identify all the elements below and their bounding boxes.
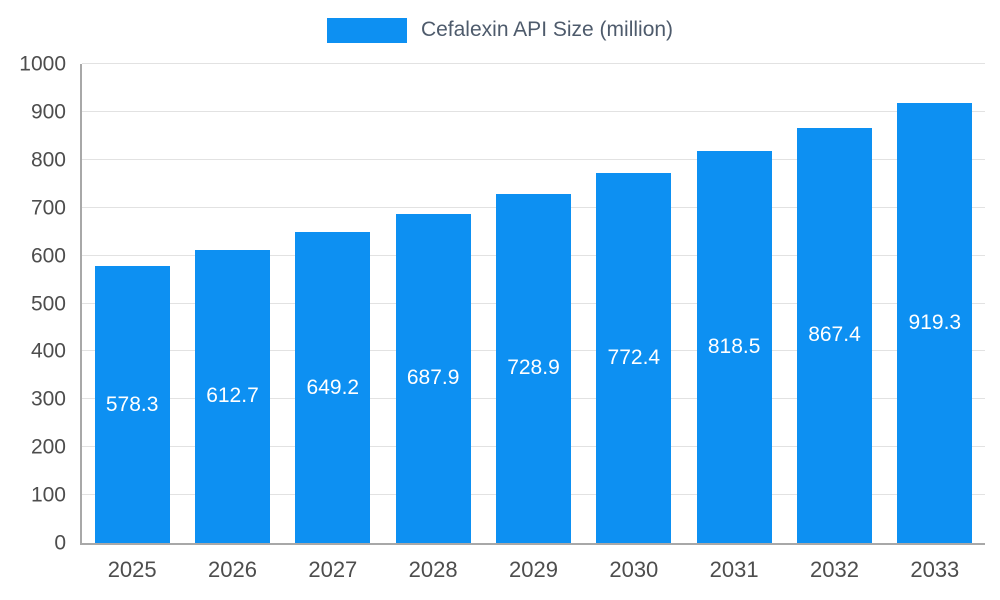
bar-value-label: 728.9: [507, 356, 560, 380]
bar-value-label: 772.4: [607, 346, 661, 370]
gridline: [82, 63, 985, 64]
x-axis-tick-label: 2027: [308, 557, 358, 582]
bar-2029: 728.9: [495, 193, 572, 543]
x-axis-tick-label: 2025: [107, 557, 157, 582]
bar-value-label: 919.3: [908, 310, 962, 334]
bar-2033: 919.3: [897, 102, 973, 543]
bar-2028: 687.9: [395, 213, 471, 543]
x-axis-tick-label: 2028: [408, 557, 458, 582]
bar-2025: 578.3: [94, 266, 170, 543]
y-axis-tick-label: 200: [30, 435, 66, 459]
x-axis-tick-label: 2031: [709, 557, 759, 582]
y-axis-tick-label: 700: [30, 196, 66, 220]
legend-swatch: [326, 17, 407, 43]
legend-label: Cefalexin API Size (million): [420, 18, 674, 41]
x-axis-tick-label: 2033: [910, 557, 960, 582]
x-axis-tick-label: 2026: [208, 557, 257, 582]
bar-2032: 867.4: [796, 127, 873, 543]
bar-value-label: 818.5: [707, 334, 761, 358]
y-axis-tick-label: 100: [30, 483, 66, 507]
gridline: [82, 110, 985, 112]
gridline: [82, 158, 985, 160]
y-axis-tick-label: 900: [30, 100, 66, 124]
x-axis-tick-label: 2029: [509, 557, 558, 582]
bar-value-label: 687.9: [406, 366, 460, 390]
bar-2030: 772.4: [596, 173, 672, 543]
y-axis-tick-label: 1000: [19, 52, 66, 76]
y-axis-tick-label: 500: [30, 292, 66, 315]
y-axis-tick-label: 400: [30, 339, 66, 363]
bar-2026: 612.7: [194, 249, 271, 543]
bar-value-label: 578.3: [105, 392, 159, 416]
y-axis-tick-label: 800: [30, 148, 66, 172]
bar-2031: 818.5: [696, 150, 772, 543]
bar-value-label: 612.7: [206, 384, 259, 408]
x-axis-tick-label: 2030: [609, 557, 659, 582]
plot-area: 0 100 200 300 400 500 600 700 800 900 1000 578.3 202…: [19, 54, 985, 582]
bar-value-label: 867.4: [808, 323, 861, 347]
y-axis-tick-label: 600: [30, 244, 66, 268]
y-axis-tick-label: 0: [54, 531, 66, 555]
chart-legend: Cefalexin API Size (million): [0, 15, 1000, 45]
y-axis-tick-label: 300: [30, 387, 66, 411]
x-axis-tick-label: 2032: [810, 557, 859, 582]
bar-value-label: 649.2: [306, 375, 360, 399]
bar-2027: 649.2: [295, 232, 371, 543]
